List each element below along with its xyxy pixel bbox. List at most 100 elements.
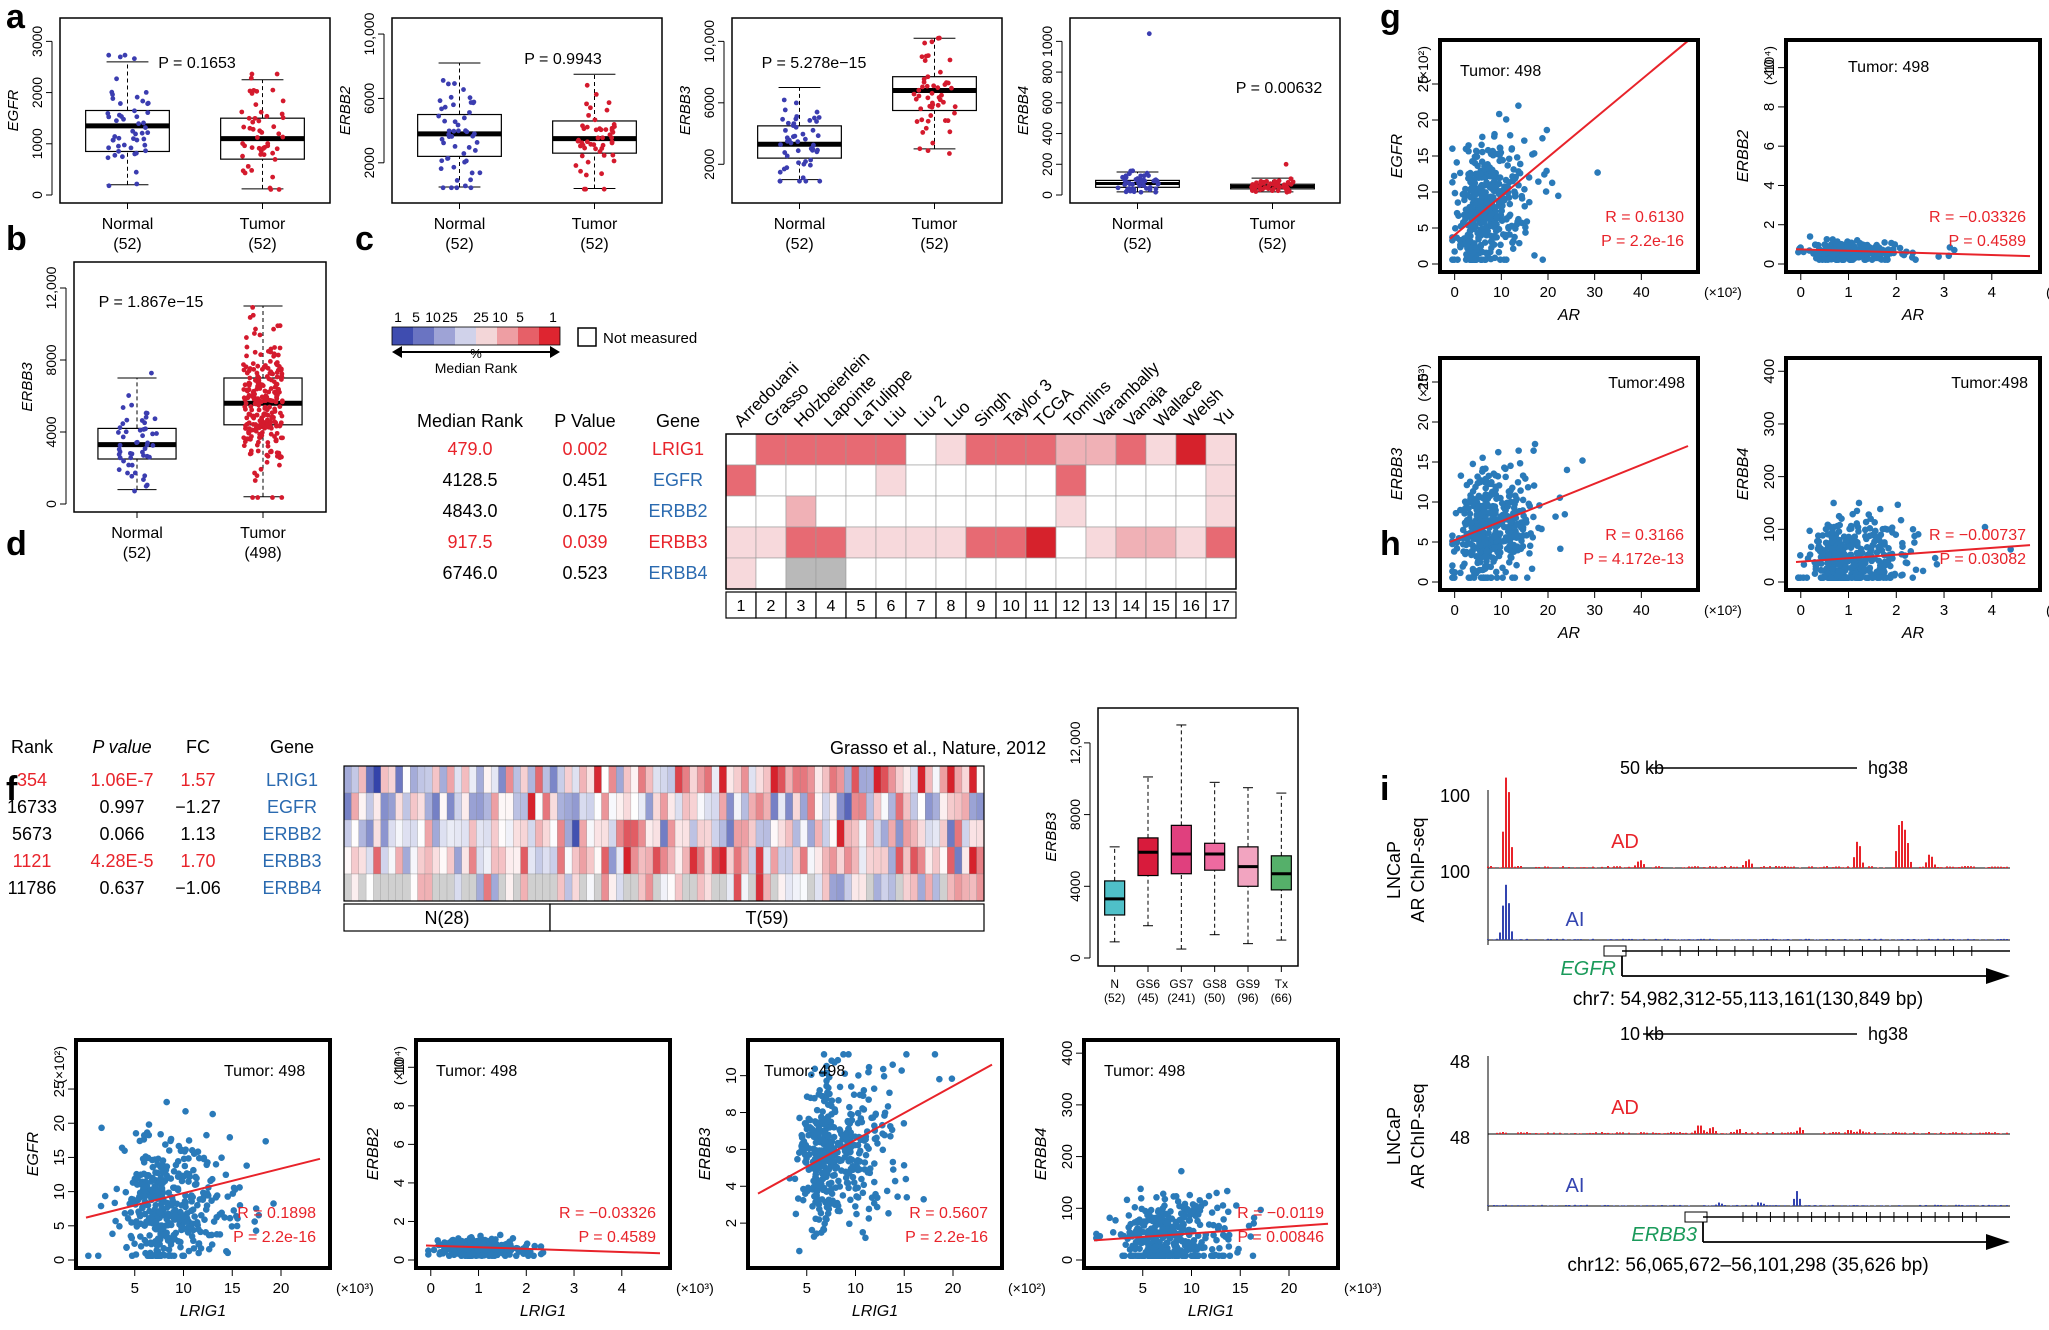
data-point [1462,206,1470,213]
data-point [113,1185,121,1193]
heatmap-cell [498,873,507,902]
heatmap-cell [910,873,919,902]
data-point [116,148,121,154]
y-tick-label: 0 [1415,260,1432,268]
heatmap-cell [792,873,801,902]
p-value-label: P = 5.278e−15 [762,55,867,72]
data-point [885,1209,892,1217]
data-point [279,398,285,404]
data-point [1849,510,1856,518]
data-point [1170,1193,1177,1200]
data-point [254,442,260,448]
x-tick-label: GS7 [1169,977,1193,991]
heatmap-cell [910,846,919,875]
p-value: 0.637 [99,878,144,898]
y-tick-label: 12,000 [1067,721,1083,764]
heatmap-cell [483,792,492,821]
data-point [854,1119,862,1127]
heatmap-cell [726,846,735,875]
data-point [169,1197,176,1204]
x-axis-label: LRIG1 [180,1303,226,1320]
data-point [442,104,448,110]
data-point [249,145,255,150]
data-point [156,1208,163,1215]
data-point [860,1087,868,1094]
data-point [921,79,927,85]
data-point [831,1059,838,1066]
data-point [280,134,286,140]
data-point [257,418,263,424]
heatmap-cell [395,765,404,794]
data-point [274,362,280,368]
data-point [1507,519,1514,526]
data-point [188,1233,196,1240]
study-number: 13 [1092,598,1110,615]
data-point [1828,534,1836,541]
x-multiplier: (×10³) [336,1280,374,1296]
heatmap-cell [969,819,978,848]
x-tick-label: 30 [1586,602,1603,619]
heatmap-cell [476,765,485,794]
data-point [606,100,612,106]
heatmap-cell [432,765,441,794]
heatmap-cell [910,765,919,794]
data-point [171,1184,178,1192]
heatmap-cell [542,846,551,875]
data-point [1909,526,1917,533]
data-point [268,187,274,192]
data-point [860,1181,868,1189]
data-point [819,1070,826,1078]
data-point [1161,1195,1169,1203]
heatmap-cell [682,765,691,794]
data-point [827,1179,835,1187]
heatmap-cell [461,765,470,794]
heatmap-cell [1205,526,1237,559]
data-point [131,136,136,142]
heatmap-cell [725,464,757,497]
x-count-label: (50) [1204,991,1225,1005]
tumor-count-label: Tumor: 498 [1104,1063,1185,1080]
data-point [1854,539,1861,546]
data-point [1249,1252,1257,1260]
rank-value: 1121 [13,851,52,871]
data-point [148,1156,156,1164]
x-axis-label: LRIG1 [1188,1303,1234,1320]
p-value-label: P = 0.4589 [1948,233,2026,250]
data-point [1828,529,1836,536]
data-point [143,148,148,154]
data-point [1161,1202,1168,1209]
data-point [124,417,130,423]
y-tick-label: 20 [1415,112,1432,129]
data-point [1272,178,1277,184]
heatmap-cell [932,792,941,821]
data-point [1488,210,1496,218]
data-point [812,1150,819,1157]
heatmap-cell [785,433,817,466]
r-value-label: R = 0.5607 [909,1205,988,1222]
heatmap-cell [630,819,639,848]
data-point [459,1250,467,1258]
y-tick-label: 100 [1761,517,1778,542]
y-tick-label: 300 [1761,411,1778,436]
data-point [1911,539,1918,546]
heatmap-cell [424,819,433,848]
data-point [1451,189,1459,197]
p-value: 0.066 [99,824,144,844]
heatmap-cell [343,873,352,902]
data-point [142,1153,149,1160]
data-point [1153,189,1159,195]
data-point [116,135,122,141]
heatmap-cell [748,819,757,848]
y-tick-label: 20 [1415,414,1432,431]
data-point [604,107,610,113]
data-point [1496,187,1504,195]
data-point [181,1162,189,1170]
data-point [1479,214,1487,222]
data-point [1496,256,1504,263]
heatmap-cell [549,765,558,794]
data-point [889,1061,897,1069]
p-value-label: P = 2.2e-16 [905,1229,988,1246]
y-axis-label: ERBB3 [697,1128,714,1181]
fold-change: 1.13 [180,824,215,844]
